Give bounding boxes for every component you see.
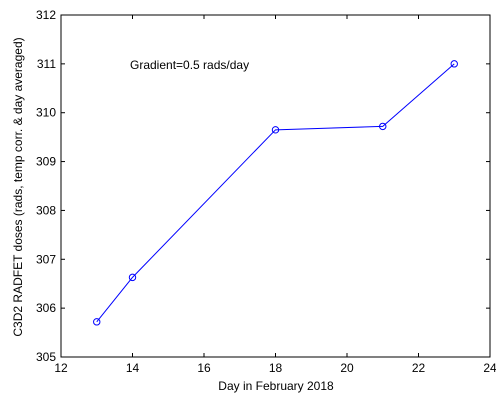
y-tick-label: 308 xyxy=(36,203,56,217)
x-tick-label: 12 xyxy=(54,361,68,375)
y-tick-label: 309 xyxy=(36,155,56,169)
data-point-marker xyxy=(379,122,387,131)
x-axis-label: Day in February 2018 xyxy=(218,379,334,393)
ticks-layer: 12 14 16 18 20 22 24 305 306 307 308 309 310 311 312 xyxy=(36,8,496,375)
y-tick-label: 305 xyxy=(36,350,56,364)
data-point-marker xyxy=(93,318,101,326)
y-tick-label: 306 xyxy=(36,301,56,315)
series-layer xyxy=(93,60,458,326)
x-tick-label: 14 xyxy=(126,361,140,375)
data-point-marker xyxy=(271,126,280,134)
data-point-marker xyxy=(128,273,137,282)
y-tick-label: 307 xyxy=(36,252,56,266)
x-tick-label: 24 xyxy=(483,361,496,375)
x-tick-label: 22 xyxy=(412,361,426,375)
x-tick-label: 20 xyxy=(340,361,354,375)
x-tick-label: 16 xyxy=(197,361,211,375)
y-tick-label: 312 xyxy=(36,8,56,22)
x-tick-label: 18 xyxy=(269,361,283,375)
y-tick-label: 310 xyxy=(36,106,56,120)
y-axis-label: C3D2 RADFET doses (rads, temp corr. & da… xyxy=(11,37,25,336)
series-line xyxy=(96,63,455,323)
y-tick-label: 311 xyxy=(37,57,56,71)
gradient-annotation: Gradient=0.5 rads/day xyxy=(130,58,249,72)
data-point-marker xyxy=(450,60,458,68)
